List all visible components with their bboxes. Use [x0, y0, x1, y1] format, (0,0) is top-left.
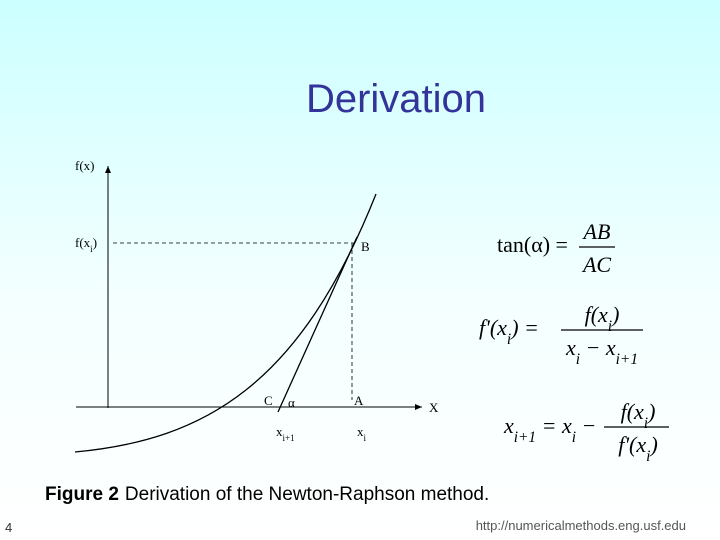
text-part: f(x [585, 302, 608, 327]
text-part: AB [582, 219, 611, 244]
equation-numerator: AB [582, 219, 611, 244]
text-part: tan(α) = [497, 232, 568, 257]
page-number: 4 [5, 520, 12, 535]
equation-numerator: f(xi) [621, 399, 656, 432]
subscript: i+1 [283, 433, 295, 443]
caption-label: Figure 2 [45, 484, 119, 505]
equation-lhs: xi+1 = xi − [503, 413, 596, 446]
diagram-label: f(x) [75, 158, 95, 173]
equation-lhs: tan(α) = [497, 232, 568, 257]
subscript: i [572, 429, 576, 446]
equation-denominator: xi − xi+1 [565, 335, 638, 368]
subscript: i [364, 433, 367, 443]
text-part: x [357, 424, 364, 439]
diagram-label: B [361, 239, 370, 254]
caption-text: Derivation of the Newton-Raphson method. [125, 484, 489, 505]
text-part: ) = [509, 315, 539, 340]
text-part: AC [581, 252, 611, 277]
diagram-label: X [429, 400, 439, 415]
subscript: i [646, 448, 650, 465]
text-part: − [576, 413, 596, 438]
diagram-label: xi [357, 424, 367, 443]
subscript: i [644, 415, 648, 432]
text-part: ) [610, 302, 619, 327]
diagram-label: α [288, 395, 295, 410]
text-part: f(x [621, 399, 644, 424]
subscript: i [576, 351, 580, 368]
subscript: i [608, 318, 612, 335]
footer-url: http://numericalmethods.eng.usf.edu [476, 518, 686, 533]
text-part: ) [648, 432, 657, 457]
text-part: f'(x [479, 315, 507, 340]
text-part: − x [580, 335, 616, 360]
subscript: i [507, 331, 511, 348]
equation-numerator: f(xi) [585, 302, 620, 335]
caption: Figure 2 Derivation of the Newton-Raphson… [45, 484, 489, 505]
text-part: f'(x [618, 432, 646, 457]
text-part: ) [93, 235, 97, 250]
diagram-label: A [354, 393, 364, 408]
diagram [74, 166, 422, 453]
text-part: ) [646, 399, 655, 424]
text-part: f(x [75, 235, 91, 250]
text-part: x [565, 335, 576, 360]
diagram-label: xi+1 [276, 424, 295, 443]
slide-title: Derivation [306, 77, 486, 121]
equation-lhs: f'(xi) = [479, 315, 539, 348]
equation-denominator: AC [581, 252, 611, 277]
diagram-label: f(xi) [75, 235, 97, 254]
text-part: x [503, 413, 514, 438]
text-part: x [276, 424, 283, 439]
tangent [277, 236, 358, 413]
subscript: i+1 [514, 429, 536, 446]
subscript: i [90, 244, 93, 254]
diagram-label: C [264, 393, 273, 408]
text-part: = x [536, 413, 572, 438]
subscript: i+1 [616, 351, 638, 368]
equation-denominator: f'(xi) [618, 432, 658, 465]
